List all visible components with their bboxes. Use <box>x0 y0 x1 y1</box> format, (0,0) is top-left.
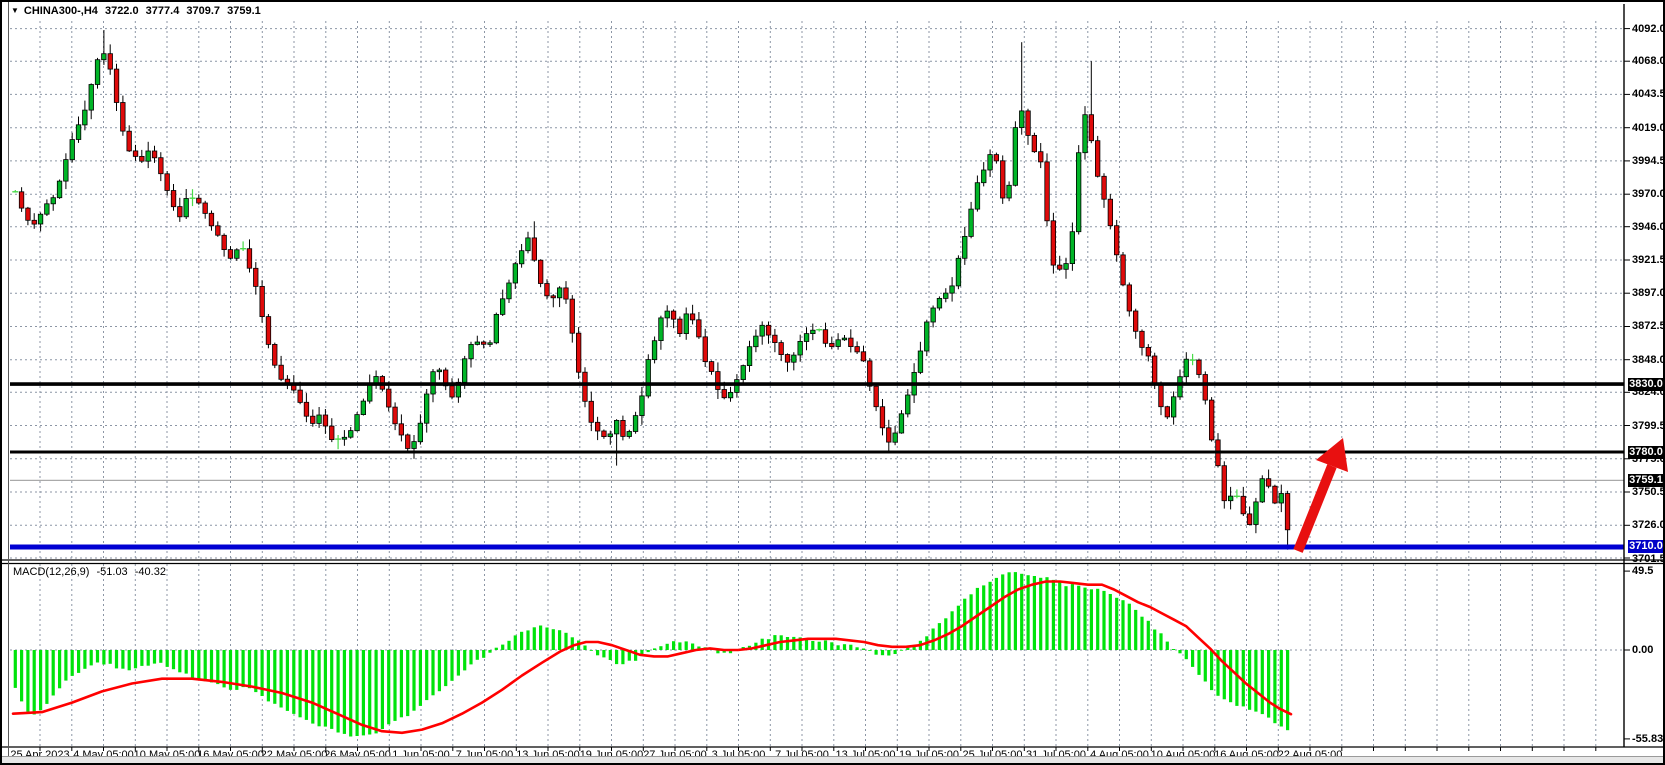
macd-main-value: -51.03 <box>96 566 128 578</box>
bottom-strip <box>2 756 1663 763</box>
macd-signal-value: -40.32 <box>134 566 166 578</box>
price-tick-label: 3872.5 <box>1632 320 1665 333</box>
macd-scale-label: 0.00 <box>1632 644 1654 656</box>
macd-signal-line <box>11 580 1293 735</box>
price-level-badge: 3830.0 <box>1628 377 1663 391</box>
macd-name: MACD(12,26,9) <box>13 566 90 578</box>
price-level-badge: 3759.1 <box>1628 473 1663 487</box>
price-tick-label: 3701.5 <box>1632 552 1665 565</box>
ohlc-low: 3709.7 <box>186 5 221 17</box>
price-tick-label: 4068.0 <box>1632 55 1665 68</box>
price-tick-label: 3897.0 <box>1632 287 1665 300</box>
price-tick-label: 3921.5 <box>1632 253 1665 266</box>
price-tick-label: 3970.0 <box>1632 188 1665 201</box>
macd-scale-label: -55.83 <box>1632 732 1664 745</box>
price-tick-label: 4019.0 <box>1632 121 1665 134</box>
price-tick-label: 4092.0 <box>1632 22 1665 35</box>
price-tick-label: 3946.0 <box>1632 220 1665 233</box>
chart-title: ▼ CHINA300-,H4 3722.0 3777.4 3709.7 3759.… <box>11 5 265 17</box>
ohlc-open: 3722.0 <box>104 5 139 17</box>
ohlc-high: 3777.4 <box>145 5 180 17</box>
ohlc-close: 3759.1 <box>227 5 261 17</box>
price-level-badge: 3710.0 <box>1628 540 1663 554</box>
candlestick-series <box>12 30 1291 550</box>
price-level-badge: 3780.0 <box>1628 445 1663 459</box>
symbol-period-label: CHINA300-,H4 <box>23 5 98 17</box>
macd-indicator-label: MACD(12,26,9) -51.03 -40.32 <box>13 566 170 578</box>
price-tick-label: 3848.0 <box>1632 353 1665 366</box>
price-tick-label: 3799.5 <box>1632 419 1665 432</box>
price-tick-label: 3750.5 <box>1632 486 1665 499</box>
macd-histogram <box>13 572 1290 737</box>
price-tick-label: 3994.5 <box>1632 154 1665 167</box>
macd-scale-label: 49.5 <box>1632 565 1654 578</box>
price-tick-label: 4043.5 <box>1632 88 1665 101</box>
symbol-dropdown-icon[interactable]: ▼ <box>11 6 19 15</box>
trend-arrow-annotation <box>1293 438 1348 553</box>
left-border-line <box>8 2 9 759</box>
price-tick-label: 3726.0 <box>1632 519 1665 532</box>
